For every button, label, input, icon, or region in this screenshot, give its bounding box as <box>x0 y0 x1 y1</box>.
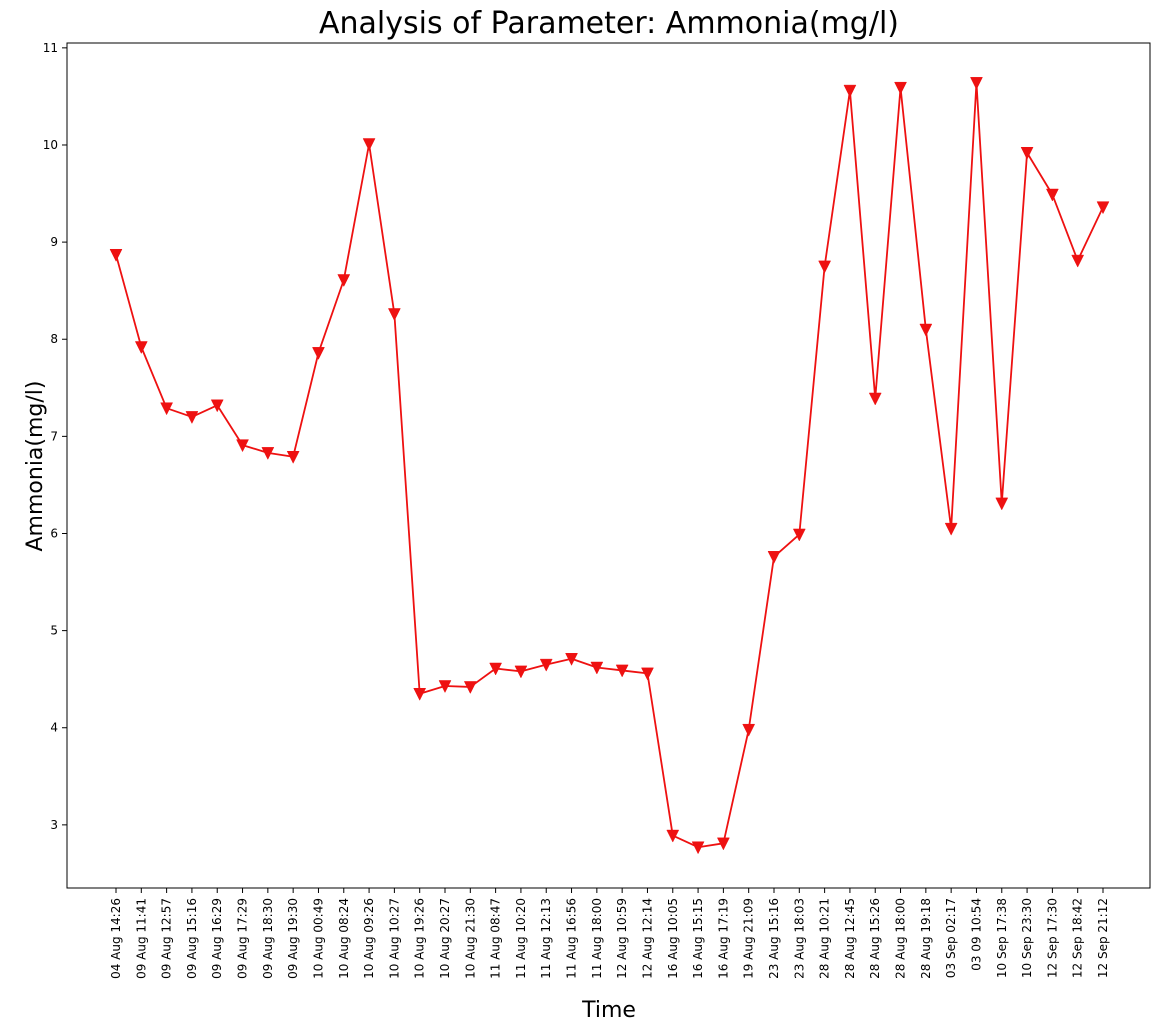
data-point-marker <box>818 260 832 274</box>
x-tick-label: 12 Sep 18:42 <box>1071 898 1085 978</box>
data-point-marker <box>134 341 148 355</box>
data-point-marker <box>1071 254 1085 268</box>
data-point-marker <box>362 138 376 152</box>
data-point-marker <box>185 411 199 424</box>
x-tick-label: 10 Sep 17:38 <box>995 898 1009 978</box>
x-tick-label: 12 Sep 17:30 <box>1045 898 1059 978</box>
x-tick-label: 10 Aug 21:30 <box>463 898 477 979</box>
plot-area: 3 4 5 6 7 8 9 10 11 04 Aug 14:26 09 Aug 11:41 09 Au… <box>43 41 1151 979</box>
data-point-marker <box>691 841 705 855</box>
data-point-marker <box>919 323 933 337</box>
x-tick-label: 16 Aug 15:15 <box>691 898 705 979</box>
x-tick-label: 04 Aug 14:26 <box>109 898 123 979</box>
x-tick-label: 28 Aug 10:21 <box>818 898 832 979</box>
data-point-marker <box>792 528 806 542</box>
x-tick-label: 23 Aug 15:16 <box>767 898 781 979</box>
data-point-marker <box>261 447 275 460</box>
data-point-marker <box>514 665 528 679</box>
x-tick-label: 12 Sep 21:12 <box>1096 898 1110 978</box>
x-tick-label: 11 Aug 08:47 <box>489 898 503 979</box>
x-tick-label: 09 Aug 11:41 <box>134 898 148 979</box>
y-tick-label: 3 <box>50 818 58 832</box>
data-point-marker <box>160 402 174 416</box>
y-tick-label: 10 <box>43 138 58 152</box>
data-point-marker <box>615 664 629 678</box>
x-tick-label: 10 Aug 08:24 <box>337 898 351 979</box>
x-tick-label: 28 Aug 18:00 <box>894 898 908 979</box>
data-point-marker <box>944 522 958 536</box>
data-point-marker <box>767 551 781 564</box>
y-tick-label: 11 <box>43 41 58 55</box>
x-tick-label: 10 Aug 09:26 <box>362 898 376 979</box>
data-point-marker <box>438 680 452 694</box>
data-point-marker <box>286 451 300 464</box>
data-point-marker <box>590 661 604 675</box>
x-tick-label: 11 Aug 12:13 <box>539 898 553 979</box>
x-tick-label: 12 Aug 12:14 <box>640 898 654 979</box>
data-point-marker <box>489 662 503 676</box>
x-tick-label: 19 Aug 21:09 <box>742 898 756 979</box>
x-tick-label: 28 Aug 12:45 <box>843 898 857 979</box>
data-point-marker <box>1096 201 1110 215</box>
data-point-marker <box>995 497 1009 511</box>
data-point-marker <box>236 439 249 453</box>
x-tick-label: 11 Aug 16:56 <box>565 898 579 979</box>
x-tick-label: 09 Aug 17:29 <box>236 898 250 979</box>
x-tick-label: 11 Aug 10:20 <box>514 898 528 979</box>
y-tick-label: 5 <box>50 624 58 638</box>
data-point-marker <box>868 392 882 406</box>
data-point-marker <box>1020 147 1034 160</box>
data-point-marker <box>413 687 427 701</box>
y-tick-label: 6 <box>50 526 58 540</box>
x-tick-label: 16 Aug 10:05 <box>666 898 680 979</box>
series-line <box>115 81 1104 849</box>
x-tick-label: 03 Sep 02:17 <box>944 898 958 978</box>
data-point-marker <box>565 653 578 666</box>
x-tick-label: 12 Aug 10:59 <box>615 898 629 979</box>
x-tick-label: 28 Aug 19:18 <box>919 898 933 979</box>
chart-title: Analysis of Parameter: Ammonia(mg/l) <box>319 6 899 41</box>
data-point-marker <box>666 829 680 843</box>
data-point-marker <box>539 658 553 672</box>
data-point-marker <box>716 837 730 851</box>
y-axis-title: Ammonia(mg/l) <box>23 381 48 552</box>
y-tick-label: 4 <box>50 721 58 735</box>
data-point-marker <box>312 347 325 360</box>
data-point-marker <box>894 81 907 95</box>
data-point-marker <box>1045 188 1059 202</box>
x-tick-label: 09 Aug 19:30 <box>286 898 300 979</box>
x-axis-title: Time <box>581 998 636 1023</box>
data-point-marker <box>109 248 123 262</box>
data-point-marker <box>970 77 983 90</box>
y-tick-label: 7 <box>50 429 58 443</box>
data-point-marker <box>387 308 401 322</box>
x-tick-label: 10 Aug 19:26 <box>413 898 427 979</box>
data-point-marker <box>463 681 477 695</box>
x-tick-label: 09 Aug 18:30 <box>261 898 275 979</box>
x-tick-label: 09 Aug 15:16 <box>185 898 199 979</box>
x-tick-label: 23 Aug 18:03 <box>792 898 806 979</box>
data-point-marker <box>210 399 224 413</box>
x-tick-label: 10 Aug 00:49 <box>311 898 325 979</box>
data-point-marker <box>742 723 756 737</box>
x-tick-label: 28 Aug 15:26 <box>868 898 882 979</box>
x-tick-label: 03 09 10:54 <box>969 898 983 971</box>
x-tick-label: 11 Aug 18:00 <box>590 898 604 979</box>
data-point-marker <box>641 667 654 681</box>
y-tick-label: 8 <box>50 332 58 346</box>
x-tick-label: 09 Aug 16:29 <box>210 898 224 979</box>
x-tick-label: 10 Aug 20:27 <box>438 898 452 979</box>
data-point-marker <box>843 84 857 98</box>
plot-frame <box>66 42 1151 889</box>
x-tick-label: 10 Aug 10:27 <box>387 898 401 979</box>
x-tick-label: 10 Sep 23:30 <box>1020 898 1034 978</box>
x-tick-label: 09 Aug 12:57 <box>160 898 174 979</box>
data-point-marker <box>337 274 351 288</box>
y-tick-label: 9 <box>50 235 58 249</box>
x-tick-label: 16 Aug 17:19 <box>716 898 730 979</box>
